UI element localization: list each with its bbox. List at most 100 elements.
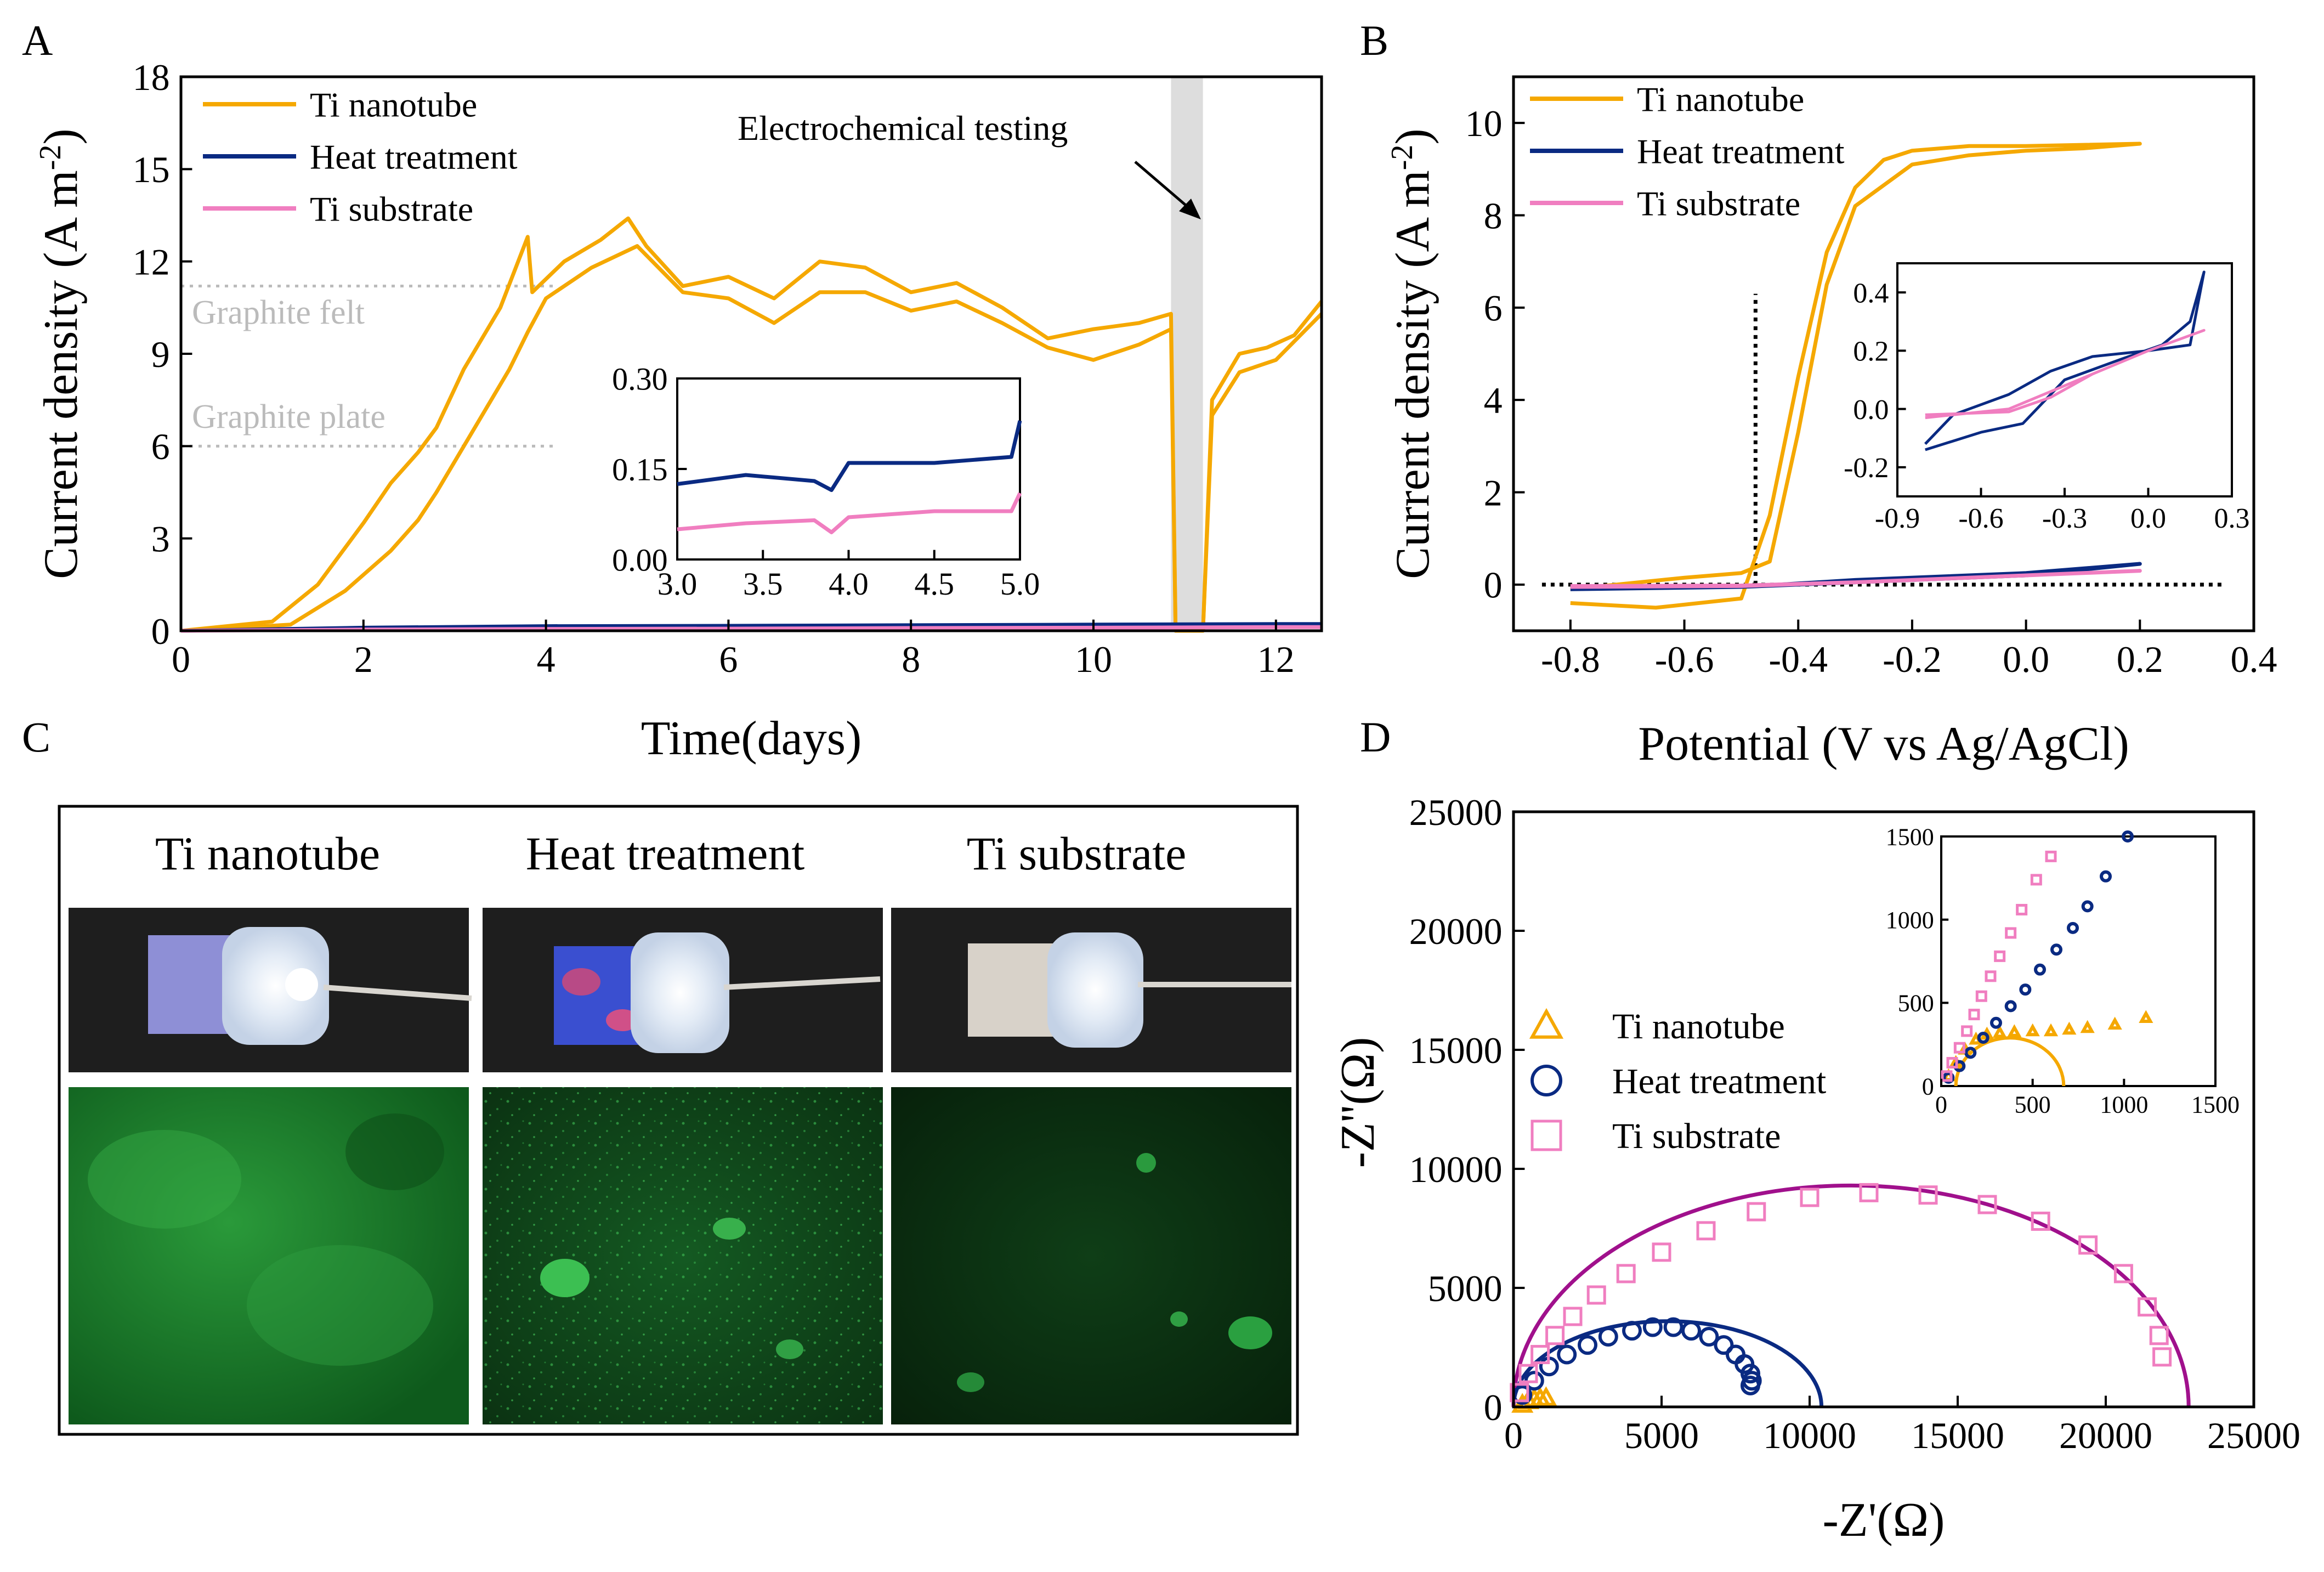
panel-d-inset-ytick-label: 500 <box>1898 990 1934 1017</box>
series-line-ti-substrate <box>1570 569 2142 589</box>
panel-d-inset-xtick-label: 500 <box>2015 1091 2051 1118</box>
data-point-ti-substrate <box>2138 1297 2157 1317</box>
inset-line-ti-substrate <box>1925 329 2206 420</box>
data-point-ti-substrate <box>2078 1235 2098 1255</box>
panel-b-inset-ytick-label: 0.4 <box>1853 278 1889 309</box>
panel-d-ytick-label: 25000 <box>1409 791 1503 833</box>
panel-label-c: C <box>22 713 50 761</box>
panel-d-inset-xtick-label: 0 <box>1935 1091 1947 1118</box>
inset-point-heat-treatment <box>2019 983 2032 996</box>
panel-label-b: B <box>1360 16 1388 64</box>
panel-d-ytick-label: 0 <box>1484 1387 1503 1428</box>
inset-point-ti-nanotube <box>2043 1023 2059 1037</box>
panel-b-xtick-label: -0.6 <box>1655 638 1714 680</box>
inset-line-heat-treatment <box>1924 270 2206 451</box>
inset-point-ti-nanotube <box>2062 1021 2077 1035</box>
panel-b-ytick-label: 0 <box>1484 564 1503 606</box>
inset-point-heat-treatment <box>2004 1000 2017 1013</box>
inset-point-heat-treatment <box>1977 1032 1989 1044</box>
data-point-ti-substrate <box>2152 1347 2172 1367</box>
panel-label-d: D <box>1360 713 1391 761</box>
panel-d: 0 5000 10000 15000 20000 25000050001000015000… <box>1331 791 2300 1547</box>
photo-ti-substrate-electrode <box>891 908 1291 1072</box>
panel-b-inset-ytick-label: -0.2 <box>1844 453 1889 484</box>
inset-point-ti-nanotube <box>2080 1020 2095 1033</box>
testing-highlight <box>1171 77 1203 631</box>
legend-label-ti-substrate: Ti substrate <box>310 189 473 228</box>
data-point-heat-treatment <box>1598 1326 1618 1347</box>
panel-a-inset-ytick-label: 0.30 <box>612 361 668 397</box>
panel-a-ytick-label: 6 <box>151 426 170 467</box>
panel-a-xtick-label: 6 <box>719 638 738 680</box>
panel-a-xtick-label: 4 <box>537 638 556 680</box>
panel-a-ytick-label: 15 <box>133 149 170 190</box>
panel-c: Ti nanotube Heat treatment Ti substrate <box>58 805 1299 1436</box>
panel-b-xtick-label: 0.2 <box>2117 638 2163 680</box>
data-point-heat-treatment <box>1714 1335 1734 1355</box>
data-point-ti-substrate <box>1977 1195 1997 1214</box>
panel-c-title-ti-nanotube: Ti nanotube <box>155 827 380 880</box>
panel-b-xtick-label: -0.4 <box>1768 638 1828 680</box>
data-point-ti-substrate <box>1518 1364 1538 1383</box>
inset-point-ti-substrate <box>1975 990 1987 1002</box>
panel-label-a: A <box>22 16 53 64</box>
panel-d-inset-ytick-label: 0 <box>1922 1073 1934 1100</box>
inset-point-heat-treatment <box>2122 830 2134 842</box>
panel-a-xtick-label: 12 <box>1257 638 1295 680</box>
panel-b-ytick-label: 8 <box>1484 195 1503 236</box>
fit-curve-ti-substrate-fit <box>1511 1183 2191 1407</box>
panel-a-ylabel: Current density (A m-2) <box>33 128 88 579</box>
data-point-ti-substrate <box>1616 1264 1636 1283</box>
panel-d-inset-frame <box>1940 835 2217 1087</box>
panel-b-inset-xtick-label: -0.9 <box>1875 503 1920 534</box>
panel-b-ytick-label: 4 <box>1484 380 1503 421</box>
panel-a-inset-ytick-label: 0.15 <box>612 451 668 487</box>
inset-point-heat-treatment <box>2081 900 2094 913</box>
panel-b-inset-ytick-label: 0.2 <box>1853 336 1889 367</box>
inset-point-ti-substrate <box>1953 1042 1965 1054</box>
inset-point-ti-substrate <box>1968 1009 1980 1021</box>
panel-d-xtick-label: 0 <box>1504 1415 1523 1456</box>
inset-point-heat-treatment <box>2034 963 2046 976</box>
legend-marker-heat-treatment <box>1531 1065 1562 1096</box>
micrograph-ti-nanotube <box>69 1087 469 1424</box>
inset-point-ti-nanotube <box>1992 1025 2007 1038</box>
inset-point-ti-nanotube <box>2007 1024 2022 1037</box>
data-point-heat-treatment <box>1681 1321 1701 1341</box>
panel-a-inset-xtick-label: 4.0 <box>829 566 869 602</box>
panel-a-xtick-label: 8 <box>902 638 920 680</box>
data-point-heat-treatment <box>1663 1317 1684 1337</box>
inset-point-ti-substrate <box>1985 970 1997 982</box>
inset-point-ti-substrate <box>1946 1057 1958 1069</box>
inset-point-heat-treatment <box>1990 1016 2002 1029</box>
panel-a: 0 2 4 6 8 10 12 0 3 6 9 12 15 18 Time(days) Current d… <box>33 56 1323 765</box>
panel-b-xlabel: Potential (V vs Ag/AgCl) <box>1638 717 2129 771</box>
panel-a-inset-xtick-label: 5.0 <box>1000 566 1040 602</box>
data-point-ti-substrate <box>2149 1326 2169 1345</box>
inset-point-heat-treatment <box>1942 1071 1955 1084</box>
panel-d-plot-frame <box>1512 810 2255 1409</box>
data-point-ti-nanotube <box>1535 1386 1557 1406</box>
panel-d-xtick-label: 5000 <box>1624 1415 1699 1456</box>
inset-point-ti-nanotube <box>2139 1010 2153 1024</box>
panel-b-inset-xtick-label: -0.3 <box>2042 503 2087 534</box>
panel-a-inset-xtick-label: 3.5 <box>743 566 783 602</box>
inset-point-ti-substrate <box>1994 950 2006 962</box>
panel-d-xlabel: -Z'(Ω) <box>1823 1494 1945 1547</box>
legend-label-heat-treatment: Heat treatment <box>1637 132 1845 171</box>
inset-point-heat-treatment <box>1964 1047 1977 1059</box>
panel-b-plot-frame <box>1512 75 2255 632</box>
data-point-ti-substrate <box>1586 1285 1606 1305</box>
panel-d-ytick-label: 5000 <box>1428 1268 1503 1309</box>
data-point-ti-substrate <box>1510 1383 1529 1403</box>
panel-b-xtick-label: -0.2 <box>1883 638 1942 680</box>
panel-a-xtick-label: 0 <box>172 638 190 680</box>
panel-b-ytick-label: 10 <box>1465 103 1503 144</box>
data-point-heat-treatment <box>1741 1375 1760 1395</box>
legend-label-ti-substrate: Ti substrate <box>1637 184 1800 223</box>
inset-point-ti-substrate <box>2030 874 2042 886</box>
panel-a-ytick-label: 18 <box>133 56 170 98</box>
data-point-ti-substrate <box>1800 1188 1819 1207</box>
panel-d-xtick-label: 10000 <box>1763 1415 1856 1456</box>
panel-d-ytick-label: 10000 <box>1409 1149 1503 1190</box>
